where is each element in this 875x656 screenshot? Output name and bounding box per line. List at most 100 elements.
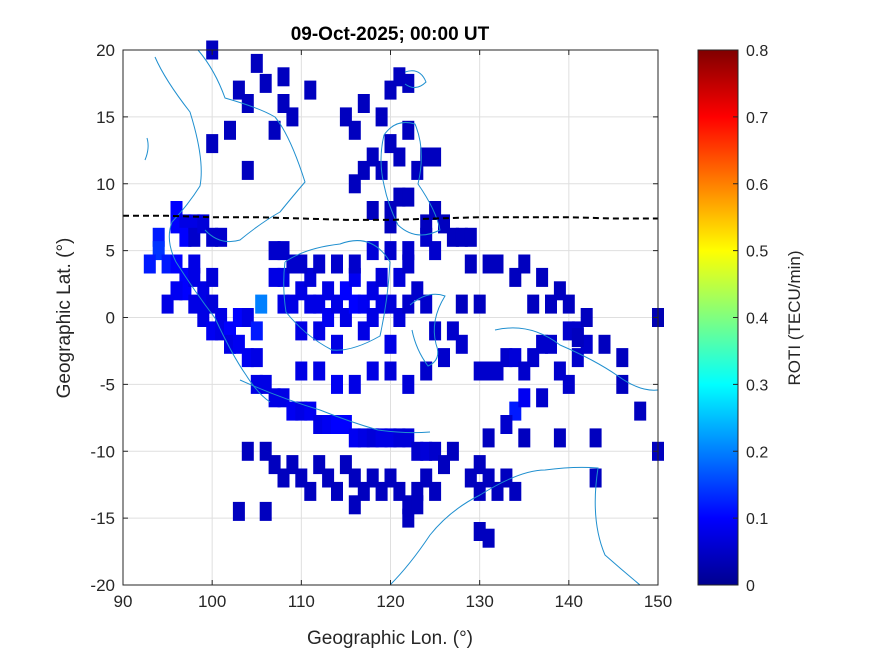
- roti-cell: [384, 241, 397, 261]
- x-axis-title: Geographic Lon. (°): [307, 628, 473, 649]
- roti-cell: [348, 495, 361, 515]
- roti-cell: [634, 401, 647, 421]
- roti-cell: [589, 468, 602, 488]
- roti-cell: [250, 321, 263, 341]
- roti-cell: [224, 120, 236, 140]
- roti-cell: [616, 374, 629, 394]
- roti-cell: [206, 134, 219, 154]
- roti-cell: [464, 254, 477, 274]
- roti-cell: [429, 201, 442, 220]
- x-tick-label: 150: [644, 592, 672, 611]
- roti-cell: [375, 267, 388, 287]
- coastline-borneo: [283, 240, 391, 351]
- roti-cell: [518, 254, 531, 274]
- y-tick-label: -15: [90, 509, 115, 528]
- roti-cell: [259, 501, 272, 521]
- roti-cell: [277, 67, 290, 87]
- roti-cell: [313, 254, 326, 274]
- magnetic-equator-line: [123, 214, 658, 221]
- coastline-sulawesi: [409, 293, 446, 367]
- roti-cell: [259, 441, 272, 461]
- roti-cell: [286, 107, 299, 127]
- roti-cell: [402, 120, 415, 140]
- roti-cell: [313, 361, 326, 381]
- roti-cell: [232, 501, 245, 521]
- roti-cell: [545, 334, 557, 354]
- x-tick-label: 110: [288, 592, 315, 611]
- colorbar-tick-label: 0.7: [746, 110, 768, 127]
- colorbar-tick-label: 0.8: [746, 43, 768, 60]
- x-tick-label: 140: [555, 592, 583, 611]
- roti-cell: [295, 254, 308, 274]
- roti-cell: [527, 294, 540, 314]
- colorbar-tick-label: 0.2: [746, 444, 768, 461]
- x-tick-label: 90: [114, 592, 133, 611]
- roti-cell: [331, 334, 343, 354]
- roti-cell: [429, 241, 442, 261]
- y-tick-label: 10: [96, 175, 115, 194]
- colorbar-title: ROTI (TECU/min): [785, 250, 804, 385]
- roti-cell: [241, 441, 254, 461]
- roti-cell: [482, 428, 495, 448]
- roti-cell: [446, 321, 459, 341]
- roti-cell: [268, 120, 281, 140]
- coastline-taiwan: [404, 70, 427, 88]
- roti-cell: [375, 107, 388, 127]
- roti-cell: [473, 294, 486, 314]
- y-tick-label: 20: [96, 41, 115, 60]
- roti-cell: [455, 294, 468, 314]
- roti-cell: [536, 267, 549, 287]
- coastline-philippines: [380, 121, 441, 236]
- roti-cell: [331, 374, 343, 394]
- y-axis-ticks: 20 15 10 5 0 -5 -10 -15 -20: [90, 41, 658, 595]
- roti-cell: [420, 361, 433, 381]
- roti-cell: [348, 174, 361, 194]
- roti-cell: [304, 80, 317, 100]
- roti-cell: [143, 254, 156, 274]
- y-tick-label: 0: [106, 309, 115, 328]
- roti-cell: [384, 361, 397, 381]
- y-tick-label: 5: [106, 242, 115, 261]
- roti-cell: [402, 241, 415, 261]
- roti-cell: [464, 227, 477, 247]
- coastline-australia: [389, 466, 641, 586]
- roti-cell: [295, 361, 308, 381]
- roti-cell: [500, 415, 513, 434]
- roti-cell: [536, 388, 549, 408]
- roti-cell: [206, 267, 219, 287]
- roti-cell: [357, 94, 370, 113]
- roti-cell: [598, 334, 611, 354]
- roti-cell: [259, 73, 272, 93]
- colorbar-tick-label: 0.4: [746, 311, 768, 328]
- roti-cell: [402, 187, 415, 207]
- roti-cell: [482, 528, 495, 548]
- colorbar-tick-label: 0.6: [746, 177, 768, 194]
- colorbar-gradient: [697, 49, 739, 586]
- roti-cell: [562, 374, 575, 394]
- roti-cell: [589, 428, 602, 448]
- colorbar-tick-label: 0.3: [746, 377, 768, 394]
- coastline-java: [239, 379, 431, 434]
- roti-cell: [518, 388, 531, 408]
- roti-cell: [491, 254, 504, 274]
- y-tick-label: -20: [90, 576, 115, 595]
- coastline-indochina: [197, 49, 306, 243]
- roti-cell: [250, 374, 263, 394]
- roti-cell: [250, 53, 263, 73]
- roti-cell: [438, 348, 450, 368]
- roti-cell: [250, 348, 263, 368]
- y-tick-label: -10: [90, 442, 115, 461]
- plot-area: 90 100 110 120 130 140 150 20 15 10 5 0 -5 -10 -15 -20: [90, 40, 672, 611]
- roti-cell: [215, 227, 228, 247]
- roti-cell: [348, 254, 361, 274]
- roti-cell: [518, 428, 531, 448]
- roti-cell: [348, 374, 361, 394]
- roti-cell: [366, 361, 379, 381]
- x-tick-label: 100: [198, 592, 226, 611]
- roti-cell: [241, 160, 254, 180]
- x-axis-ticks: 90 100 110 120 130 140 150: [114, 50, 672, 611]
- colorbar-tick-label: 0: [746, 578, 755, 595]
- colorbar-ticks: 0.8 0.7 0.6 0.5 0.4 0.3 0.2 0.1 0: [733, 43, 768, 595]
- roti-cell: [616, 348, 629, 368]
